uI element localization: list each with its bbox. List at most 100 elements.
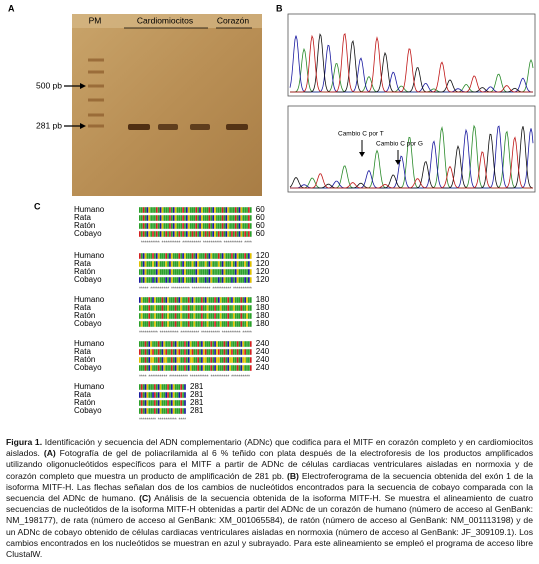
conservation-mark: * [195,286,197,292]
sequence-base [180,305,183,311]
sequence-base [139,253,141,259]
sequence-base [176,305,179,311]
sequence-base [187,231,190,237]
sequence-position: 281 [190,390,204,399]
sequence-base [216,207,218,213]
conservation-mark: * [171,374,173,380]
conservation-mark: * [169,240,171,246]
conservation-mark: * [218,374,220,380]
sequence-base [242,341,245,347]
conservation-mark: * [227,374,229,380]
conservation-mark: * [182,374,184,380]
sequence-base [152,384,154,390]
ladder-band [88,113,104,117]
sequence-base [174,400,177,406]
sequence-base [139,297,141,303]
sequence-position: 180 [256,319,270,328]
sequence-base [170,215,173,221]
sequence-base [221,313,224,319]
sequence-base [197,305,199,311]
sequence-base [165,277,168,283]
sequence-base [246,269,248,275]
sequence-base [163,357,166,363]
sequence-base [246,341,248,347]
sequence-base [154,357,156,363]
sequence-base [155,400,158,406]
sequence-base [221,207,224,213]
sequence-base [204,261,207,267]
sequence-base [197,253,199,259]
sequence-base [159,392,162,398]
conservation-mark: * [160,286,162,292]
sequence-base [191,231,194,237]
conservation-mark: * [177,374,179,380]
sequence-base [248,313,250,319]
conservation-mark: * [237,286,239,292]
sequence-base [161,297,164,303]
sequence-base [167,305,169,311]
sequence-base [144,400,147,406]
conservation-mark: * [162,417,164,423]
sequence-base [206,223,209,229]
sequence-base [169,357,171,363]
sequence-base [163,297,166,303]
sequence-base [225,277,228,283]
conservation-mark: * [231,374,233,380]
sequence-base [163,321,166,327]
sequence-base [148,223,151,229]
sequence-base [139,269,141,275]
conservation-mark: * [165,330,167,336]
sequence-base [165,357,168,363]
sequence-base [204,231,207,237]
sequence-base [178,408,181,414]
sequence-base [244,357,246,363]
sequence-base [225,297,228,303]
conservation-mark: * [162,286,164,292]
sequence-base [172,253,175,259]
sequence-base [146,253,149,259]
sequence-base [234,349,237,355]
sequence-base [150,400,152,406]
sequence-base [163,231,166,237]
sequence-base [212,313,215,319]
sequence-base [236,215,239,221]
sequence-base [195,231,198,237]
sequence-base [242,269,245,275]
sequence-position: 180 [256,303,270,312]
sequence-base [212,297,215,303]
sequence-base [155,261,158,267]
sequence-base [150,277,152,283]
pcr-band [226,124,248,130]
sequence-base [148,207,151,213]
conservation-mark: * [199,286,201,292]
sequence-base [238,223,241,229]
sequence-base [189,261,192,267]
sequence-base [210,231,213,237]
sequence-base [184,365,186,371]
sequence-base [244,313,246,319]
sequence-base [249,357,252,363]
sequence-base [159,313,162,319]
sequence-base [174,215,177,221]
sequence-base [146,297,149,303]
sequence-base [197,207,199,213]
sequence-base [180,321,183,327]
sequence-base [206,321,209,327]
sequence-base [217,349,220,355]
species-name: Ratón [74,355,95,364]
sequence-base [167,215,169,221]
conservation-mark: * [207,330,209,336]
sequence-base [163,392,166,398]
sequence-base [212,357,215,363]
sequence-base [176,261,179,267]
sequence-base [201,253,203,259]
sequence-base [233,269,235,275]
sequence-base [227,231,230,237]
sequence-base [208,223,211,229]
sequence-base [240,231,243,237]
sequence-base [142,384,145,390]
sequence-base [161,207,164,213]
sequence-base [249,231,252,237]
conservation-mark: * [220,374,222,380]
